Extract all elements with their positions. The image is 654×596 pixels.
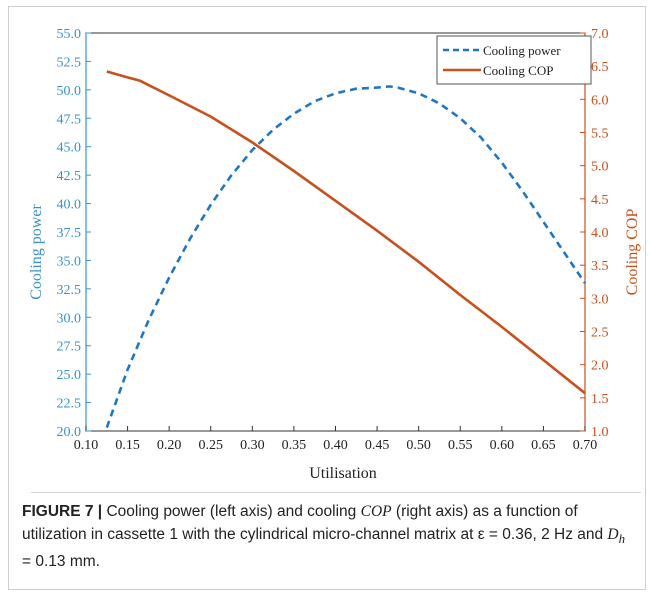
legend: Cooling power Cooling COP [436, 35, 592, 85]
y-right-tick-label: 6.0 [591, 93, 609, 108]
tick-labels: 0.10 0.15 0.20 0.25 0.30 0.35 0.40 0.45 0.50 0.55… [57, 27, 609, 453]
x-tick-label: 0.55 [448, 438, 473, 453]
figure-frame: 0.10 0.15 0.20 0.25 0.30 0.35 0.40 0.45 0.50 0.55… [8, 6, 646, 590]
series-lines [105, 70, 587, 429]
y-left-tick-label: 35.0 [57, 254, 82, 269]
plot-area-border [85, 32, 586, 432]
y-right-tick-label: 5.5 [591, 127, 609, 142]
y-left-tick-label: 42.5 [57, 169, 82, 184]
y-right-tick-label: 6.5 [591, 60, 609, 75]
y-right-tick-label: 4.5 [591, 193, 609, 208]
y-right-tick-label: 2.5 [591, 326, 609, 341]
x-tick-label: 0.60 [490, 438, 515, 453]
chart: 0.10 0.15 0.20 0.25 0.30 0.35 0.40 0.45 0.50 0.55… [28, 27, 641, 482]
y-left-tick-label: 30.0 [57, 311, 82, 326]
caption-text-1: Cooling power (left axis) and cooling [102, 503, 361, 520]
caption-cop: COP [360, 503, 392, 520]
y-left-tick-label: 52.5 [57, 55, 82, 70]
caption-dh-sub: h [618, 531, 626, 547]
x-tick-label: 0.50 [406, 438, 431, 453]
x-tick-label: 0.35 [282, 438, 307, 453]
axes [85, 32, 586, 432]
y-left-tick-label: 32.5 [57, 283, 82, 298]
y-left-tick-label: 22.5 [57, 397, 82, 412]
series-line-cooling-cop [106, 70, 586, 395]
x-tick-label: 0.65 [531, 438, 556, 453]
x-tick-label: 0.10 [74, 438, 99, 453]
y-right-tick-label: 2.0 [591, 359, 609, 374]
caption-text-2: (right axis) as a function of utilizatio… [22, 503, 608, 543]
x-tick-label: 0.15 [115, 438, 140, 453]
y-left-tick-label: 47.5 [57, 112, 82, 127]
y-axis-left-label: Cooling power [28, 204, 45, 300]
caption-divider [31, 492, 641, 493]
y-left-tick-label: 55.0 [57, 27, 82, 42]
y-left-tick-label: 50.0 [57, 84, 82, 99]
y-right-tick-label: 3.0 [591, 292, 609, 307]
x-tick-label: 0.30 [240, 438, 265, 453]
series-line-cooling-power [105, 85, 587, 429]
x-tick-label: 0.70 [573, 438, 598, 453]
caption-label: FIGURE 7 | [22, 503, 103, 520]
x-tick-label: 0.45 [365, 438, 390, 453]
y-left-tick-label: 25.0 [57, 368, 82, 383]
y-left-tick-label: 45.0 [57, 141, 82, 156]
y-left-tick-label: 27.5 [57, 340, 82, 355]
caption-text-3: = 0.13 mm. [22, 553, 100, 571]
y-right-tick-label: 1.0 [591, 425, 609, 440]
y-axis-right-label: Cooling COP [624, 209, 641, 296]
y-right-tick-label: 5.0 [591, 160, 609, 175]
x-tick-label: 0.20 [157, 438, 182, 453]
y-left-tick-label: 20.0 [57, 425, 82, 440]
x-axis-label: Utilisation [309, 465, 377, 482]
y-right-tick-label: 4.0 [591, 226, 609, 241]
y-left-tick-label: 37.5 [57, 226, 82, 241]
figure-caption: FIGURE 7 | Cooling power (left axis) and… [22, 500, 634, 573]
x-tick-label: 0.25 [199, 438, 224, 453]
legend-label-cooling-power: Cooling power [483, 43, 561, 58]
y-right-tick-label: 3.5 [591, 259, 609, 274]
caption-dh: D [607, 526, 619, 543]
x-tick-label: 0.40 [323, 438, 348, 453]
y-left-tick-label: 40.0 [57, 198, 82, 213]
legend-box [436, 35, 592, 85]
y-right-tick-label: 7.0 [591, 27, 609, 42]
legend-label-cooling-cop: Cooling COP [483, 63, 553, 78]
y-right-tick-label: 1.5 [591, 392, 609, 407]
